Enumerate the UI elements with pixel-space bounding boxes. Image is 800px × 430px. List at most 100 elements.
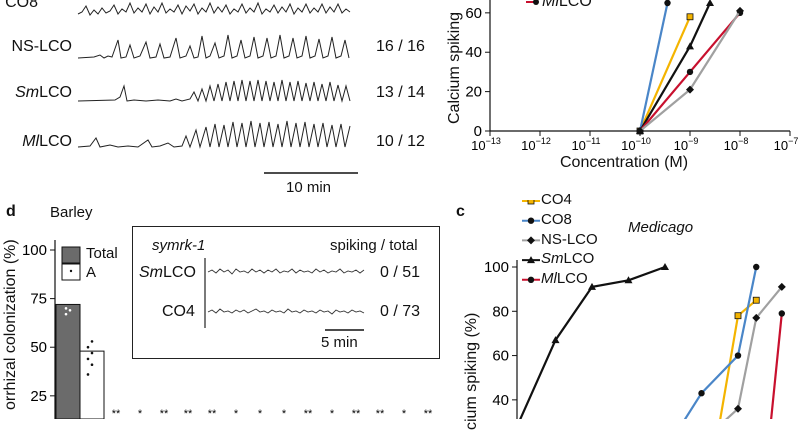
c-point-SmLCO bbox=[661, 263, 669, 270]
inset-scale-bar-label: 5 min bbox=[321, 334, 358, 351]
d-bar-total bbox=[55, 303, 81, 419]
d-significance-mark: * bbox=[258, 408, 263, 419]
d-point-a bbox=[86, 345, 90, 349]
c-point-CO8 bbox=[753, 263, 760, 271]
inset-trace-co4 bbox=[207, 308, 365, 315]
d-point-total bbox=[64, 307, 68, 310]
c-point-SmLCO bbox=[588, 282, 596, 290]
c-point-CO8 bbox=[698, 390, 705, 397]
d-point-a bbox=[90, 351, 94, 355]
b-point-NS-LCO bbox=[736, 6, 744, 15]
c-point-CO4 bbox=[752, 296, 760, 304]
b-series-CO8 bbox=[638, 2, 669, 132]
c-point-CO8 bbox=[734, 352, 742, 359]
b-y-tick-label: 20 bbox=[465, 84, 482, 101]
b-x-tick-label: 10−11 bbox=[571, 136, 600, 153]
b-x-tick-label: 10−7 bbox=[774, 136, 799, 153]
b-x-tick-exp: −9 bbox=[688, 136, 698, 146]
trace-label-co8: CO8 bbox=[5, 0, 38, 11]
d-significance-mark: * bbox=[234, 408, 239, 419]
d-significance-mark: ** bbox=[304, 408, 313, 419]
d-point-a bbox=[90, 340, 94, 343]
d-significance-mark: * bbox=[402, 408, 407, 419]
c-legend-marker bbox=[527, 256, 535, 264]
b-point-NS-LCO bbox=[686, 85, 694, 94]
trace-label-smlco: SmLCO bbox=[15, 84, 72, 101]
c-y-tick-label: 60 bbox=[492, 348, 509, 365]
d-y-tick-label: 100 bbox=[22, 242, 47, 259]
c-legend-marker bbox=[527, 217, 535, 224]
c-legend-mllco-label: MlLCO bbox=[541, 270, 588, 287]
c-point-SmLCO bbox=[624, 276, 633, 284]
d-point-a bbox=[86, 373, 90, 376]
b-y-axis-label: Calcium spiking bbox=[446, 11, 463, 124]
d-significance-mark: ** bbox=[160, 408, 169, 419]
c-y-tick-label: 80 bbox=[492, 303, 509, 320]
b-legend-mllco-label: MlLCO bbox=[542, 0, 592, 10]
b-x-tick-exp: −12 bbox=[536, 136, 551, 146]
b-series-CO4 bbox=[638, 16, 692, 132]
c-y-tick-label: 40 bbox=[492, 392, 509, 409]
b-x-tick-exp: −11 bbox=[586, 136, 601, 146]
inset-trace-smlco bbox=[207, 268, 365, 275]
medicago-line-chart: 40 60 80 100 bbox=[484, 200, 786, 419]
d-point-a bbox=[86, 357, 90, 361]
c-series-MlLCO bbox=[770, 313, 783, 419]
b-x-tick-label: 10−8 bbox=[724, 136, 749, 153]
d-significance-mark: ** bbox=[112, 408, 121, 419]
c-legend-marker bbox=[527, 200, 535, 205]
d-point-total bbox=[68, 308, 72, 312]
panel-letter-c: c bbox=[456, 203, 465, 220]
trace-ratio-smlco: 13 / 14 bbox=[376, 84, 425, 101]
c-legend-co8-label: CO8 bbox=[541, 211, 572, 228]
d-significance-mark: * bbox=[282, 408, 287, 419]
d-point-total bbox=[68, 293, 72, 297]
c-series-NS-LCO bbox=[725, 286, 783, 419]
c-legend-marker bbox=[527, 236, 535, 245]
c-point-NS-LCO bbox=[752, 313, 761, 322]
c-point-MlLCO bbox=[778, 310, 785, 317]
inset-genotype: symrk-1 bbox=[152, 237, 206, 254]
b-y-tick-label: 60 bbox=[465, 5, 482, 22]
d-legend-a-dot bbox=[69, 269, 73, 273]
b-y-tick-label: 0 bbox=[474, 123, 482, 140]
d-significance-mark: ** bbox=[208, 408, 217, 419]
c-point-CO4 bbox=[734, 312, 742, 320]
trace-label-mllco: MlLCO bbox=[22, 133, 72, 150]
spiking-traces bbox=[77, 1, 358, 174]
b-x-tick-exp: −7 bbox=[788, 136, 798, 146]
d-y-tick-label: 50 bbox=[30, 339, 47, 356]
c-legend-co4-label: CO4 bbox=[541, 191, 572, 208]
b-point-SmLCO bbox=[686, 42, 694, 50]
trace-ns-lco bbox=[77, 34, 350, 59]
c-title-medicago: Medicago bbox=[628, 219, 694, 236]
b-point-CO4 bbox=[686, 13, 694, 21]
d-bar-a bbox=[79, 350, 105, 419]
c-point-NS-LCO bbox=[777, 282, 786, 291]
trace-ratio-ns-lco: 16 / 16 bbox=[376, 38, 425, 55]
b-x-tick-label: 10−12 bbox=[521, 136, 551, 153]
d-title-barley: Barley bbox=[50, 204, 93, 221]
trace-mllco bbox=[77, 120, 351, 149]
d-significance-mark: ** bbox=[184, 408, 193, 419]
scale-bar-label: 10 min bbox=[286, 179, 332, 196]
b-x-tick-label: 10−9 bbox=[674, 136, 699, 153]
trace-ratio-mllco: 10 / 12 bbox=[376, 133, 425, 150]
b-x-tick-exp: −10 bbox=[636, 136, 651, 146]
b-y-tick-label: 40 bbox=[465, 44, 482, 61]
b-x-tick-label: 10−10 bbox=[621, 136, 651, 153]
d-significance-mark: * bbox=[138, 408, 143, 419]
panel-letter-d: d bbox=[6, 203, 16, 220]
c-y-tick-label: 100 bbox=[484, 259, 509, 276]
d-legend-a-label: A bbox=[86, 264, 97, 281]
b-x-axis-label: Concentration (M) bbox=[560, 154, 689, 171]
c-series-CO8 bbox=[683, 266, 758, 419]
inset-header: spiking / total bbox=[330, 237, 418, 254]
symrk-inset bbox=[132, 226, 440, 359]
d-significance-mark: ** bbox=[424, 408, 433, 419]
trace-co8 bbox=[77, 1, 351, 16]
b-point-SmLCO bbox=[706, 0, 714, 6]
d-y-tick-label: 25 bbox=[30, 388, 47, 405]
d-y-tick-label: 75 bbox=[30, 291, 47, 308]
d-legend-total-swatch bbox=[61, 246, 81, 264]
